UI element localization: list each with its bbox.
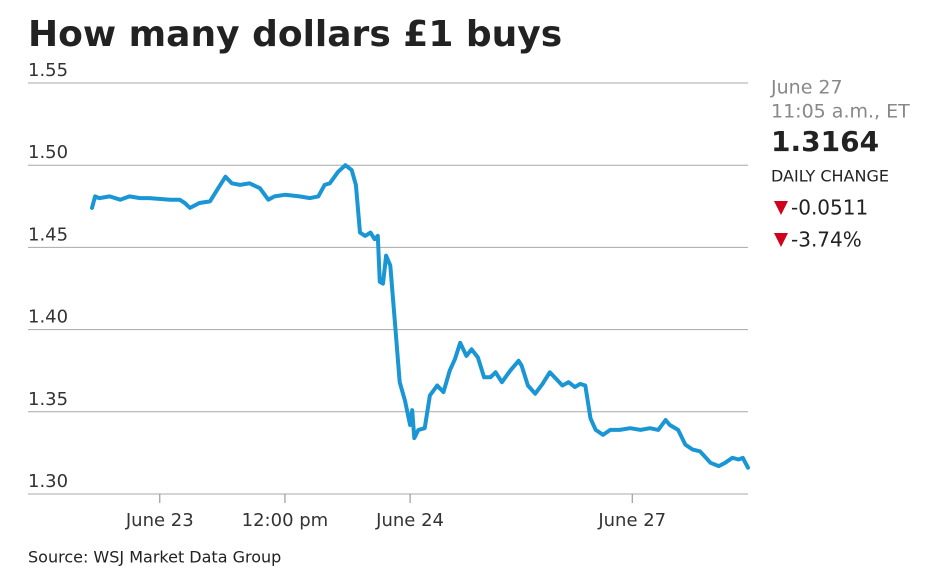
y-tick-label: 1.35: [28, 389, 68, 410]
source: Source: WSJ Market Data Group: [28, 548, 281, 567]
y-tick-label: 1.45: [28, 224, 68, 245]
info-label: DAILY CHANGE: [771, 167, 889, 186]
y-tick-label: 1.30: [28, 471, 68, 492]
x-tick-label: 12:00 pm: [242, 510, 329, 531]
down-arrow: [774, 233, 788, 247]
x-tick-label: June 27: [597, 510, 666, 531]
info-change: -0.0511: [791, 196, 868, 220]
y-tick-label: 1.55: [28, 60, 68, 81]
x-tick-label: June 23: [125, 510, 194, 531]
y-tick-label: 1.50: [28, 142, 68, 163]
info-time: 11:05 a.m., ET: [771, 101, 910, 123]
down-arrow: [774, 201, 788, 215]
info-value: 1.3164: [771, 125, 879, 158]
price-line: [90, 163, 750, 470]
x-tick-label: June 24: [375, 510, 444, 531]
y-tick-label: 1.40: [28, 307, 68, 328]
chart-title: How many dollars £1 buys: [28, 14, 562, 55]
info-change: -3.74%: [791, 228, 862, 252]
info-date: June 27: [770, 77, 843, 99]
